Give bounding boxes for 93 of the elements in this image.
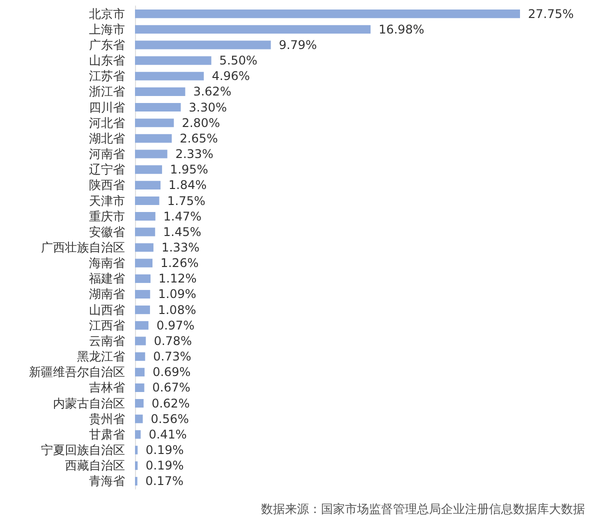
data-label: 3.62% <box>193 84 232 99</box>
bar <box>135 461 138 470</box>
y-tick-label: 山西省 <box>89 302 125 317</box>
bar <box>135 56 212 65</box>
bar <box>135 150 168 158</box>
data-label: 1.47% <box>163 209 202 224</box>
y-tick-label: 陕西省 <box>89 178 125 192</box>
bar <box>135 134 172 143</box>
bar <box>135 368 145 376</box>
bar <box>135 306 150 314</box>
data-label: 1.08% <box>158 302 196 317</box>
y-tick-label: 安徽省 <box>89 224 125 239</box>
y-tick-label: 重庆市 <box>89 209 125 224</box>
data-label: 2.65% <box>180 131 218 146</box>
y-tick-label: 辽宁省 <box>89 162 125 177</box>
bar <box>135 336 146 346</box>
bar <box>135 180 161 190</box>
y-tick-label: 云南省 <box>89 334 125 348</box>
y-tick-label: 福建省 <box>89 272 125 286</box>
y-tick-label: 天津市 <box>89 194 125 208</box>
data-label: 1.84% <box>168 178 207 192</box>
data-label: 0.17% <box>145 474 184 488</box>
y-tick-label: 江苏省 <box>89 69 125 84</box>
data-label: 0.69% <box>152 365 191 380</box>
y-tick-label: 内蒙古自治区 <box>53 396 125 410</box>
y-tick-label: 山东省 <box>89 54 125 68</box>
data-label: 0.78% <box>154 334 192 348</box>
y-tick-label: 湖南省 <box>89 287 125 302</box>
y-tick-label: 广西壮族自治区 <box>41 240 125 254</box>
y-tick-label: 黑龙江省 <box>77 350 125 364</box>
data-label: 0.41% <box>148 427 187 442</box>
data-label: 0.73% <box>153 350 192 364</box>
bar <box>135 87 186 96</box>
y-tick-label: 贵州省 <box>89 412 125 426</box>
bar <box>135 352 146 361</box>
bar <box>135 321 148 330</box>
data-label: 1.33% <box>161 240 200 254</box>
data-label: 1.45% <box>163 224 202 239</box>
bar <box>135 228 156 236</box>
data-label: 1.95% <box>170 162 208 177</box>
data-label: 1.12% <box>158 272 197 286</box>
y-tick-label: 河北省 <box>89 116 125 130</box>
data-label: 0.56% <box>150 412 189 426</box>
data-label: 0.62% <box>152 396 190 410</box>
bar <box>135 25 371 34</box>
y-tick-label: 四川省 <box>89 100 125 114</box>
bar <box>135 430 141 439</box>
y-tick-label: 上海市 <box>89 22 125 36</box>
data-label: 4.96% <box>212 69 250 84</box>
bar <box>135 446 138 454</box>
y-tick-label: 北京市 <box>89 6 125 21</box>
data-label: 27.75% <box>528 6 574 21</box>
data-label: 0.19% <box>146 458 184 473</box>
y-tick-label: 江西省 <box>89 318 125 332</box>
y-tick-label: 青海省 <box>89 474 125 488</box>
data-label: 3.30% <box>188 100 227 114</box>
bar <box>135 212 156 221</box>
bar <box>135 118 174 128</box>
y-tick-label: 海南省 <box>89 256 125 270</box>
y-tick-label: 湖北省 <box>89 131 125 146</box>
y-tick-label: 西藏自治区 <box>65 458 125 473</box>
bar <box>135 399 144 408</box>
bar <box>135 72 204 80</box>
y-tick-label: 广东省 <box>89 38 125 52</box>
data-label: 5.50% <box>219 54 258 68</box>
bar <box>135 196 160 206</box>
y-tick-label: 浙江省 <box>89 84 125 99</box>
data-label: 9.79% <box>278 38 317 52</box>
data-label: 0.97% <box>156 318 195 332</box>
source-note: 数据来源：国家市场监督管理总局企业注册信息数据库大数据 <box>261 502 585 516</box>
y-tick-label: 宁夏回族自治区 <box>41 443 125 458</box>
bar <box>135 243 154 252</box>
bar <box>135 383 144 392</box>
data-label: 16.98% <box>378 22 424 36</box>
y-tick-label: 河南省 <box>89 147 125 162</box>
bar <box>135 10 520 18</box>
y-tick-label: 新疆维吾尔自治区 <box>29 365 125 380</box>
bar <box>135 165 162 174</box>
data-label: 0.19% <box>146 443 184 458</box>
bar <box>135 290 150 299</box>
bar <box>135 258 152 268</box>
y-tick-label: 吉林省 <box>89 380 125 395</box>
bar <box>135 102 181 112</box>
bar <box>135 414 143 424</box>
data-label: 1.09% <box>158 287 196 302</box>
data-label: 0.67% <box>152 380 190 395</box>
data-label: 1.26% <box>160 256 199 270</box>
bar <box>135 274 151 283</box>
data-label: 1.75% <box>167 194 206 208</box>
data-label: 2.80% <box>182 116 220 130</box>
data-label: 2.33% <box>175 147 214 162</box>
y-tick-label: 甘肃省 <box>89 427 125 442</box>
bar <box>135 40 271 50</box>
